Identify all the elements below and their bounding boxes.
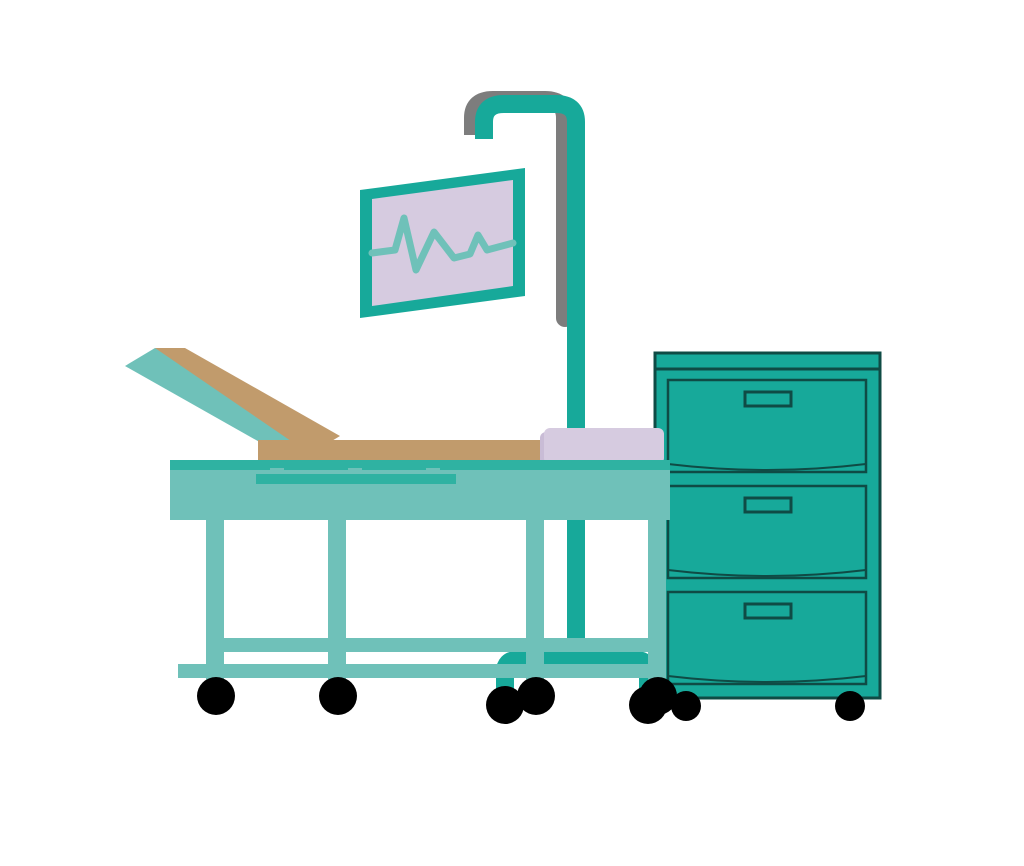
cabinet-drawer-1: [668, 380, 866, 472]
bed-wheel: [319, 677, 357, 715]
monitor-screen: [360, 168, 525, 318]
bed-wheel: [639, 677, 677, 715]
cabinet-drawer-3: [668, 592, 866, 684]
bed-rail-top: [170, 460, 670, 470]
bed-crossbar-lower: [178, 664, 648, 678]
bed-crossbar: [206, 638, 666, 652]
bed-wheel: [197, 677, 235, 715]
cabinet: [655, 353, 880, 721]
bed-headrest-mattress: [155, 348, 340, 454]
cabinet-drawer-2: [668, 486, 866, 578]
hospital-room-illustration: [0, 0, 1024, 866]
bed-wheel: [517, 677, 555, 715]
cabinet-wheel: [835, 691, 865, 721]
